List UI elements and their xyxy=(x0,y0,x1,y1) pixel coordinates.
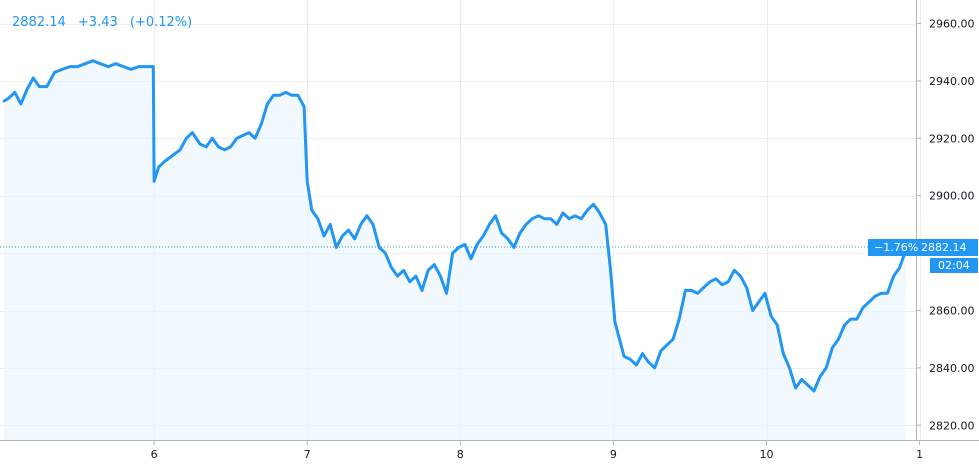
time-tick-label: 9 xyxy=(610,448,617,461)
time-tick-label: 1 xyxy=(916,448,923,461)
price-tick-label: 2940.00 xyxy=(929,75,975,88)
bar-countdown-label: 02:04 xyxy=(930,258,978,273)
price-axis[interactable]: 2960.00 2940.00 2920.00 2900.00 2860.00 2840.… xyxy=(916,18,975,433)
price-tick-label: 2860.00 xyxy=(929,305,975,318)
price-series-line[interactable] xyxy=(2,59,908,393)
last-price-label: −1.76% 2882.14 xyxy=(868,239,978,256)
time-tick-label: 6 xyxy=(151,448,158,461)
price-tag-price: 2882.14 xyxy=(921,241,967,254)
price-tick-label: 2900.00 xyxy=(929,190,975,203)
price-change-value: +3.43 xyxy=(77,15,118,30)
price-tag-change-percent: −1.76% xyxy=(874,241,919,254)
price-area-fill xyxy=(4,60,906,441)
time-tick-label: 7 xyxy=(304,448,311,461)
time-axis[interactable]: 6 7 8 9 10 1 xyxy=(151,440,924,461)
price-quote-header: 2882.14 +3.43 (+0.12%) xyxy=(12,15,200,30)
price-tick-label: 2840.00 xyxy=(929,362,975,375)
price-tick-label: 2920.00 xyxy=(929,132,975,145)
price-change-percent: (+0.12%) xyxy=(129,15,193,30)
last-price-value: 2882.14 xyxy=(12,15,66,30)
price-tick-label: 2820.00 xyxy=(929,419,975,432)
time-tick-label: 10 xyxy=(760,448,774,461)
price-tick-label: 2960.00 xyxy=(929,18,975,31)
time-tick-label: 8 xyxy=(457,448,464,461)
